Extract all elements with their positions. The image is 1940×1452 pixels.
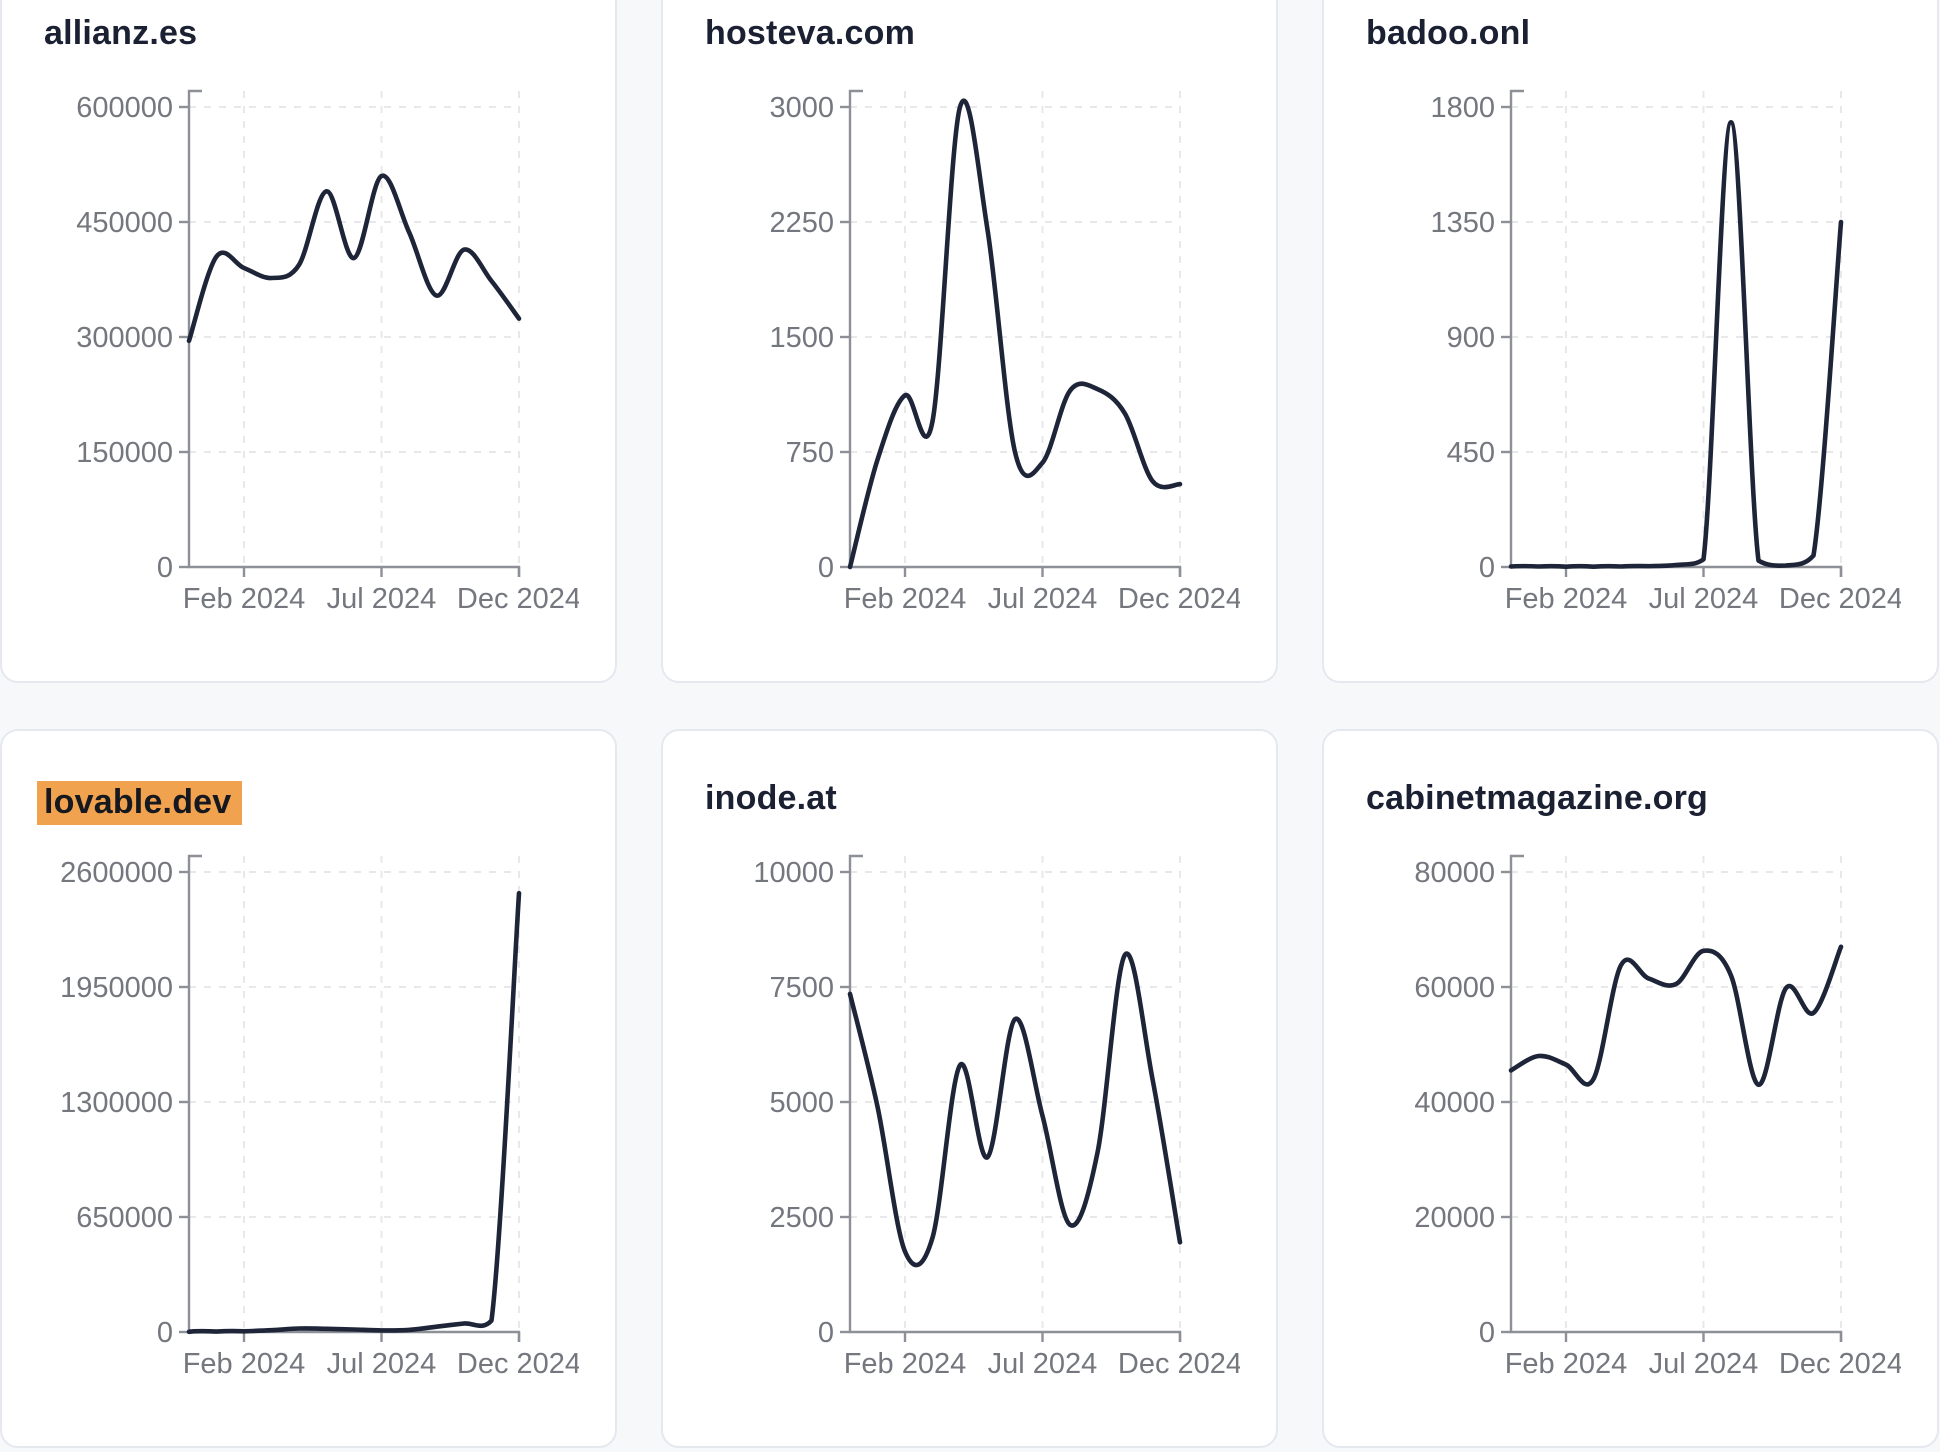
y-tick-label: 2500 [769, 1202, 834, 1234]
y-tick-label: 0 [818, 552, 834, 584]
chart-title: badoo.onl [1366, 16, 1897, 50]
x-tick-label: Feb 2024 [1505, 583, 1628, 615]
y-tick-label: 80000 [1414, 857, 1495, 889]
series-line [186, 173, 522, 344]
y-tick-label: 3000 [769, 92, 834, 124]
y-tick-label: 650000 [76, 1202, 173, 1234]
y-tick-label: 10000 [753, 857, 834, 889]
y-tick-label: 1500 [769, 322, 834, 354]
axis-domain [1509, 854, 1843, 1342]
y-tick-label: 600000 [76, 92, 173, 124]
y-tick-label: 450000 [76, 207, 173, 239]
domain-label: hosteva.com [705, 14, 916, 52]
chart-card-badoo-onl: badoo.onl 0 450 900 1350 1800 Feb 2024 Jul 202… [1322, 0, 1939, 683]
y-tick-label: 20000 [1414, 1202, 1495, 1234]
x-tick-label: Feb 2024 [183, 583, 306, 615]
axis-domain [848, 854, 1182, 1342]
traffic-line-chart: 0 450 900 1350 1800 Feb 2024 Jul 2024 Dec 2024 [1364, 66, 1901, 626]
y-tick-label: 7500 [769, 972, 834, 1004]
domain-label: inode.at [705, 779, 837, 817]
chart-title: cabinetmagazine.org [1366, 781, 1897, 815]
chart-title: inode.at [705, 781, 1236, 815]
x-tick-label: Dec 2024 [1118, 1348, 1240, 1380]
y-tick-label: 0 [157, 552, 173, 584]
series-line [186, 890, 522, 1335]
x-tick-label: Jul 2024 [988, 583, 1098, 615]
x-tick-label: Jul 2024 [1649, 583, 1759, 615]
x-tick-label: Jul 2024 [988, 1348, 1098, 1380]
chart-title: lovable.dev [37, 781, 575, 825]
y-tick-label: 0 [157, 1317, 173, 1349]
domain-label: allianz.es [44, 14, 198, 52]
y-tick-label: 0 [1479, 552, 1495, 584]
y-tick-label: 0 [1479, 1317, 1495, 1349]
x-tick-label: Dec 2024 [457, 1348, 579, 1380]
traffic-line-chart: 0 750 1500 2250 3000 Feb 2024 Jul 2024 Dec 2024 [703, 66, 1240, 626]
series-line [1508, 120, 1844, 569]
y-tick-label: 5000 [769, 1087, 834, 1119]
x-tick-label: Jul 2024 [1649, 1348, 1759, 1380]
line-chart-svg: 0 750 1500 2250 3000 Feb 2024 Jul 2024 Dec 2024 [769, 89, 1240, 615]
x-tick-label: Dec 2024 [1118, 583, 1240, 615]
x-tick-label: Feb 2024 [844, 1348, 967, 1380]
y-tick-label: 450 [1447, 437, 1495, 469]
traffic-line-chart: 0 20000 40000 60000 80000 Feb 2024 Jul 2024 Dec… [1364, 831, 1901, 1391]
line-chart-svg: 0 2500 5000 7500 10000 Feb 2024 Jul 2024 Dec 20… [753, 854, 1240, 1380]
axis-domain [1509, 89, 1843, 577]
chart-title: allianz.es [44, 16, 575, 50]
traffic-line-chart: 0 2500 5000 7500 10000 Feb 2024 Jul 2024 Dec 20… [703, 831, 1240, 1391]
traffic-line-chart: 0 150000 300000 450000 600000 Feb 2024 Jul 202… [42, 66, 579, 626]
y-tick-label: 750 [786, 437, 834, 469]
domain-label-highlighted: lovable.dev [37, 781, 243, 825]
series-line [1508, 944, 1844, 1088]
chart-title: hosteva.com [705, 16, 1236, 50]
y-tick-label: 2600000 [60, 857, 173, 889]
chart-card-inode-at: inode.at 0 2500 5000 7500 10000 Feb 2024 Jul 2… [661, 729, 1278, 1448]
domain-label: badoo.onl [1366, 14, 1531, 52]
y-tick-label: 900 [1447, 322, 1495, 354]
y-tick-label: 0 [818, 1317, 834, 1349]
chart-card-lovable-dev: lovable.dev 0 650000 1300000 1950000 2600000… [0, 729, 617, 1448]
x-tick-label: Feb 2024 [844, 583, 967, 615]
traffic-line-chart: 0 650000 1300000 1950000 2600000 Feb 2024 Jul … [42, 831, 579, 1391]
line-chart-svg: 0 650000 1300000 1950000 2600000 Feb 2024 Jul … [60, 854, 579, 1380]
y-tick-label: 150000 [76, 437, 173, 469]
series-line [847, 951, 1183, 1268]
y-tick-label: 2250 [769, 207, 834, 239]
axis-domain [187, 89, 521, 577]
line-chart-svg: 0 450 900 1350 1800 Feb 2024 Jul 2024 Dec 2024 [1430, 89, 1901, 615]
chart-card-hosteva-com: hosteva.com 0 750 1500 2250 3000 Feb 2024 Jul … [661, 0, 1278, 683]
chart-card-allianz-es: allianz.es 0 150000 300000 450000 600000 Feb … [0, 0, 617, 683]
line-chart-svg: 0 150000 300000 450000 600000 Feb 2024 Jul 202… [76, 89, 579, 615]
y-tick-label: 1350 [1430, 207, 1495, 239]
y-tick-label: 1300000 [60, 1087, 173, 1119]
x-tick-label: Dec 2024 [1779, 1348, 1901, 1380]
x-tick-label: Dec 2024 [1779, 583, 1901, 615]
axis-domain [848, 89, 1182, 577]
x-tick-label: Jul 2024 [327, 1348, 437, 1380]
x-tick-label: Feb 2024 [1505, 1348, 1628, 1380]
x-tick-label: Dec 2024 [457, 583, 579, 615]
series-line [847, 98, 1183, 570]
domain-label: cabinetmagazine.org [1366, 779, 1708, 817]
line-chart-svg: 0 20000 40000 60000 80000 Feb 2024 Jul 2024 Dec… [1414, 854, 1901, 1380]
chart-card-cabinetmagazine-org: cabinetmagazine.org 0 20000 40000 60000 8000… [1322, 729, 1939, 1448]
y-tick-label: 60000 [1414, 972, 1495, 1004]
y-tick-label: 300000 [76, 322, 173, 354]
x-tick-label: Feb 2024 [183, 1348, 306, 1380]
x-tick-label: Jul 2024 [327, 583, 437, 615]
y-tick-label: 1950000 [60, 972, 173, 1004]
axis-domain [187, 854, 521, 1342]
y-tick-label: 40000 [1414, 1087, 1495, 1119]
y-tick-label: 1800 [1430, 92, 1495, 124]
